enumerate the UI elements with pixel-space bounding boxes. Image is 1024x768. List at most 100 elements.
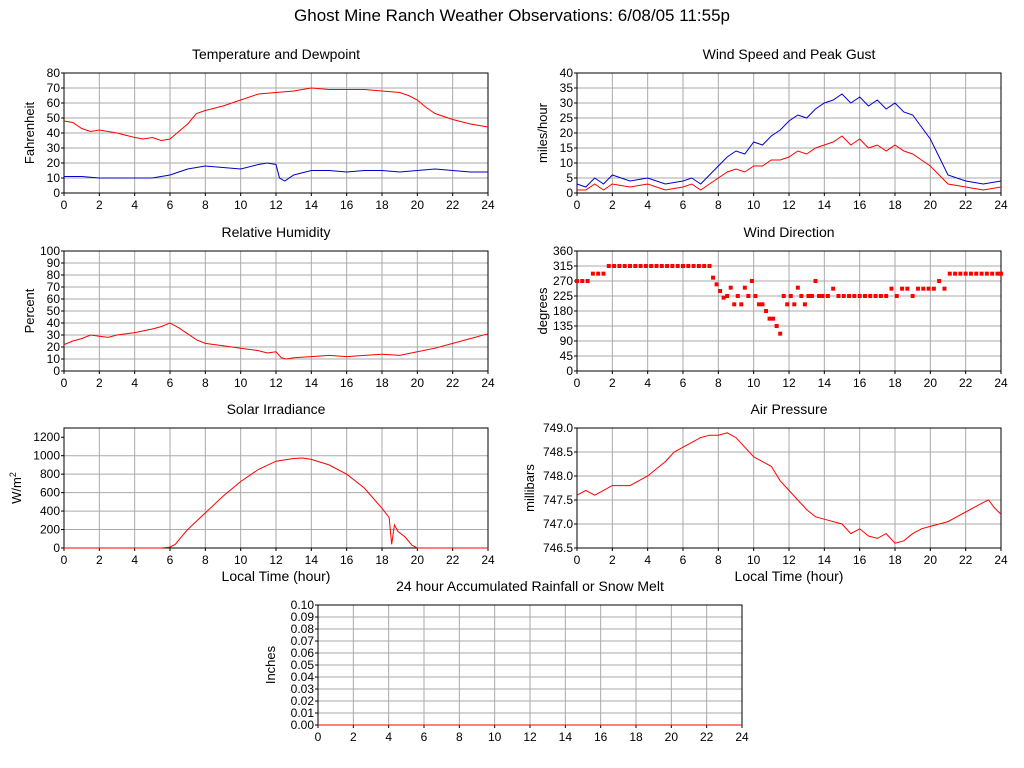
x-tick-label: 20: [411, 376, 425, 390]
x-tick-label: 6: [421, 730, 428, 744]
chart-title: Air Pressure: [750, 401, 827, 417]
x-tick-label: 18: [629, 730, 643, 744]
x-tick-label: 6: [680, 376, 687, 390]
x-tick-label: 14: [305, 198, 319, 212]
data-point: [785, 302, 790, 307]
y-tick-label: 80: [47, 268, 61, 282]
data-point: [749, 279, 754, 283]
y-tick-label: 600: [40, 486, 60, 500]
y-tick-label: 400: [40, 504, 60, 518]
y-tick-label: 0: [566, 186, 573, 200]
x-tick-label: 10: [488, 730, 502, 744]
x-tick-label: 10: [234, 553, 248, 567]
y-tick-label: 30: [47, 141, 61, 155]
x-axis-label: Local Time (hour): [735, 568, 844, 584]
data-point: [622, 264, 627, 268]
x-tick-label: 6: [680, 553, 687, 567]
y-axis-label: Inches: [263, 645, 278, 684]
data-point: [714, 282, 719, 287]
data-point: [995, 271, 1000, 276]
data-point: [601, 271, 606, 276]
data-point: [788, 294, 793, 298]
x-tick-label: 10: [234, 376, 248, 390]
data-point: [841, 294, 846, 298]
data-point: [742, 285, 747, 290]
y-tick-label: 40: [47, 126, 61, 140]
y-tick-label: 70: [47, 81, 61, 95]
x-tick-label: 4: [131, 553, 138, 567]
y-axis-label: millibars: [522, 464, 537, 512]
data-point: [820, 294, 825, 298]
series-line: [576, 93, 1002, 188]
data-point: [746, 294, 751, 298]
data-point: [633, 264, 638, 268]
x-tick-label: 24: [994, 198, 1008, 212]
data-point: [590, 271, 595, 276]
x-tick-label: 0: [315, 730, 322, 744]
data-point: [721, 295, 726, 300]
data-point: [990, 271, 995, 276]
y-tick-label: 70: [47, 280, 61, 294]
data-point: [873, 294, 878, 298]
data-point: [760, 302, 765, 307]
data-point: [675, 264, 680, 268]
data-point: [915, 286, 920, 291]
x-tick-label: 20: [924, 553, 938, 567]
x-tick-label: 16: [853, 198, 867, 212]
x-tick-label: 14: [818, 376, 832, 390]
x-tick-label: 0: [61, 553, 68, 567]
y-tick-label: 135: [553, 319, 573, 333]
series-line: [64, 162, 488, 182]
page-title: Ghost Mine Ranch Weather Observations: 6…: [294, 6, 730, 25]
y-tick-label: 0.06: [291, 646, 315, 660]
data-point: [836, 294, 841, 298]
y-tick-label: 60: [47, 96, 61, 110]
x-tick-label: 6: [167, 553, 174, 567]
y-tick-label: 10: [47, 171, 61, 185]
data-point: [702, 264, 707, 268]
y-tick-label: 748.5: [543, 445, 573, 459]
data-point: [606, 264, 611, 268]
y-axis-label: W/m2: [8, 472, 24, 504]
x-tick-label: 0: [61, 376, 68, 390]
x-tick-label: 8: [715, 376, 722, 390]
y-tick-label: 50: [47, 304, 61, 318]
y-tick-label: 0.01: [291, 706, 315, 720]
y-tick-label: 0: [53, 186, 60, 200]
data-point: [756, 302, 761, 307]
x-tick-label: 18: [888, 376, 902, 390]
x-tick-label: 16: [853, 376, 867, 390]
data-point: [764, 309, 769, 313]
y-tick-label: 0.05: [291, 658, 315, 672]
x-tick-label: 22: [700, 730, 714, 744]
y-tick-label: 0.09: [291, 610, 315, 624]
y-tick-label: 30: [47, 328, 61, 342]
x-tick-label: 14: [818, 198, 832, 212]
data-point: [984, 271, 989, 276]
data-point: [649, 264, 654, 268]
series-line: [64, 457, 488, 549]
data-point: [707, 264, 712, 268]
x-tick-label: 22: [959, 198, 973, 212]
data-point: [868, 294, 873, 298]
y-axis-label-superscript: 2: [8, 472, 18, 477]
y-tick-label: 0: [566, 364, 573, 378]
x-tick-label: 4: [131, 198, 138, 212]
y-tick-label: 90: [47, 256, 61, 270]
data-point: [728, 285, 733, 290]
y-tick-label: 20: [560, 126, 574, 140]
data-point: [900, 286, 905, 291]
y-tick-label: 748.0: [543, 469, 573, 483]
x-tick-label: 8: [202, 376, 209, 390]
data-point: [831, 286, 836, 291]
data-point: [670, 264, 675, 268]
x-tick-label: 10: [234, 198, 248, 212]
chart-rain: 24 hour Accumulated Rainfall or Snow Mel…: [263, 578, 749, 744]
y-axis-label: miles/hour: [535, 102, 550, 163]
data-point: [696, 264, 701, 268]
data-point: [659, 264, 664, 268]
y-tick-label: 180: [553, 304, 573, 318]
